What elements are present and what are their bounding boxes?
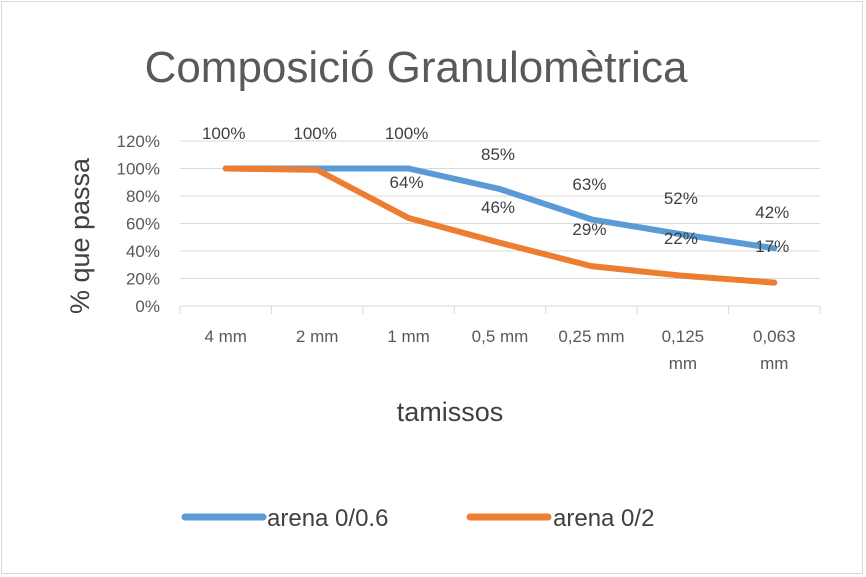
data-label: 22% bbox=[664, 229, 698, 248]
x-tick-label: 2 mm bbox=[296, 327, 339, 346]
chart-title: Composició Granulomètrica bbox=[145, 43, 688, 92]
data-label: 100% bbox=[385, 124, 428, 143]
data-label: 100% bbox=[293, 124, 336, 143]
y-tick-label: 60% bbox=[126, 215, 160, 234]
x-tick-label: 0,125 mm bbox=[662, 327, 705, 373]
data-label: 29% bbox=[572, 220, 606, 239]
x-tick-label: 1 mm bbox=[387, 327, 430, 346]
data-label: 85% bbox=[481, 145, 515, 164]
legend-label-2: arena 0/2 bbox=[553, 505, 654, 532]
x-tick-label: 0,063 mm bbox=[753, 327, 796, 373]
data-label: 64% bbox=[390, 173, 424, 192]
data-label: 100% bbox=[202, 124, 245, 143]
series-line-2 bbox=[222, 165, 778, 286]
data-label: 17% bbox=[755, 237, 789, 256]
series-lines bbox=[222, 165, 778, 286]
x-axis-ticks: 4 mm 2 mm 1 mm 0,5 mm 0,25 mm 0,125 mm 0,063 mm bbox=[179, 306, 821, 373]
legend: arena 0/0.6 arena 0/2 bbox=[181, 505, 654, 532]
x-tick-label: 0,5 mm bbox=[472, 327, 529, 346]
x-tick-label: 0,25 mm bbox=[558, 327, 624, 346]
y-tick-label: 120% bbox=[117, 132, 160, 151]
data-labels: 100% 100% 100% 85% 63% 52% 42% 64% 46% 29% 22% 17% bbox=[202, 124, 789, 256]
y-tick-label: 100% bbox=[117, 160, 160, 179]
y-axis-title: % que passa bbox=[65, 157, 95, 314]
data-label: 42% bbox=[755, 203, 789, 222]
y-tick-label: 20% bbox=[126, 270, 160, 289]
data-label: 52% bbox=[664, 189, 698, 208]
legend-label-1: arena 0/0.6 bbox=[267, 505, 388, 532]
x-axis-title: tamissos bbox=[397, 397, 504, 427]
y-tick-label: 0% bbox=[135, 297, 160, 316]
y-axis-ticks: 0% 20% 40% 60% 80% 100% 120% bbox=[117, 132, 160, 316]
y-tick-label: 40% bbox=[126, 242, 160, 261]
data-label: 63% bbox=[572, 175, 606, 194]
data-label: 46% bbox=[481, 198, 515, 217]
x-tick-label: 4 mm bbox=[204, 327, 247, 346]
y-tick-label: 80% bbox=[126, 187, 160, 206]
